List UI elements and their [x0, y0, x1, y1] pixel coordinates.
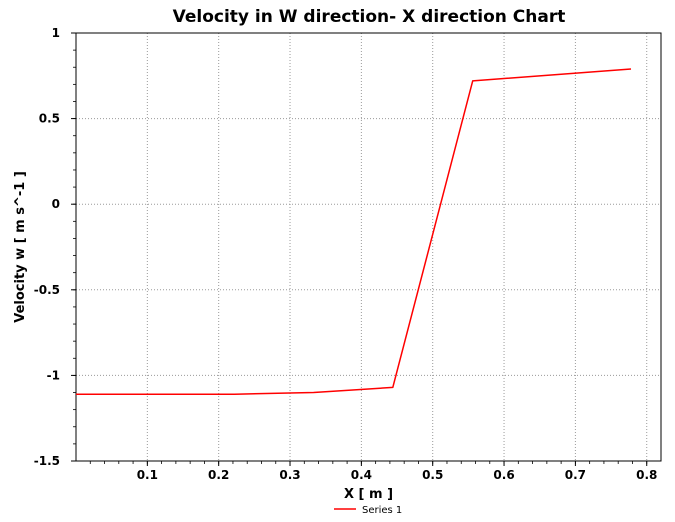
x-tick-label: 0.6: [493, 468, 514, 482]
x-tick-label: 0.5: [422, 468, 443, 482]
y-tick-label: -0.5: [34, 283, 60, 297]
y-tick-label: -1: [47, 368, 60, 382]
x-tick-label: 0.3: [279, 468, 300, 482]
x-tick-label: 0.2: [208, 468, 229, 482]
y-axis-label: Velocity w [ m s^-1 ]: [13, 171, 28, 323]
x-axis-label: X [ m ]: [344, 487, 393, 502]
y-tick-label: -1.5: [34, 454, 60, 468]
chart-title: Velocity in W direction- X direction Cha…: [173, 7, 566, 27]
series-layer: [75, 68, 632, 395]
x-tick-label: 0.7: [565, 468, 586, 482]
y-tick-label: 0.5: [39, 112, 60, 126]
x-tick-label: 0.4: [351, 468, 372, 482]
plot-area: [75, 32, 662, 462]
x-tick-label: 0.1: [137, 468, 158, 482]
series-line-1: [76, 68, 632, 395]
legend: Series 1: [334, 505, 402, 516]
y-tick-label: 1: [52, 26, 60, 40]
grid: [76, 32, 661, 462]
legend-label-series-1: Series 1: [362, 505, 402, 516]
x-tick-label: 0.8: [636, 468, 657, 482]
y-tick-label: 0: [52, 197, 60, 211]
y-axis: 1 0.5 0 -0.5 -1 -1.5: [34, 26, 76, 468]
x-axis: 0.1 0.2 0.3 0.4 0.5 0.6 0.7 0.8: [89, 461, 657, 482]
